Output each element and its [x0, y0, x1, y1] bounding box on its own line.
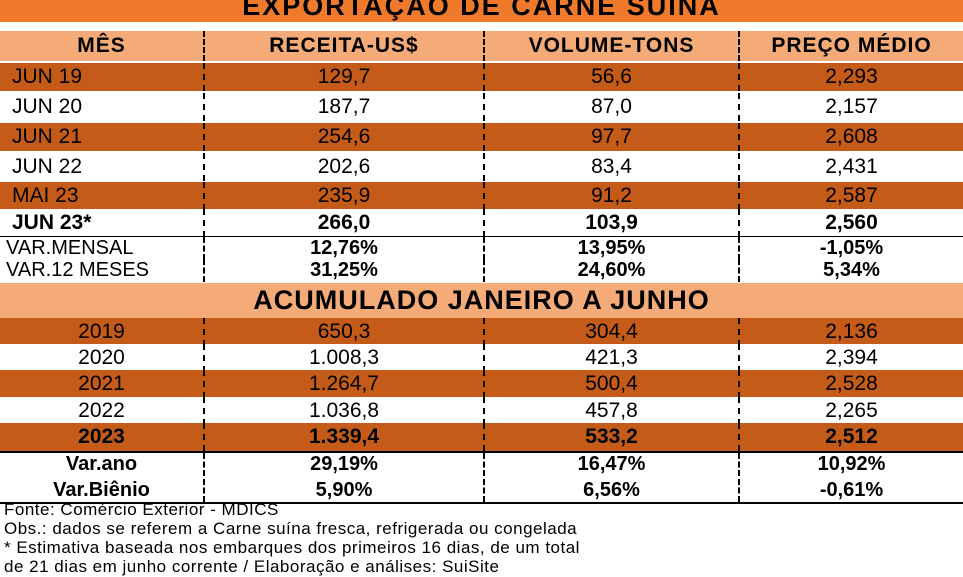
footer-source: Fonte: Comércio Exterior - MDICS	[4, 500, 279, 519]
row-revenue: 266,0	[203, 209, 483, 237]
row-revenue: 1.036,8	[203, 397, 483, 425]
var-row: Var.Biênio 5,90% 6,56% -0,61%	[0, 479, 963, 502]
row-volume: 533,2	[483, 423, 738, 451]
row-revenue: 1.339,4	[203, 423, 483, 451]
table-row: JUN 20 187,7 87,0 2,157	[0, 93, 963, 121]
var-label: Var.Biênio	[53, 479, 150, 501]
row-revenue: 202,6	[203, 153, 483, 181]
row-revenue: 129,7	[203, 63, 483, 91]
row-month: JUN 23*	[12, 211, 92, 234]
table-row: MAI 23 235,9 91,2 2,587	[0, 182, 963, 210]
header-avg-price: PREÇO MÉDIO	[738, 31, 963, 61]
var-label: VAR.MENSAL	[6, 237, 134, 259]
header-volume: VOLUME-TONS	[483, 31, 738, 61]
var-label: Var.ano	[65, 453, 138, 475]
row-volume: 91,2	[483, 182, 738, 210]
row-month: JUN 19	[12, 65, 83, 88]
row-volume: 83,4	[483, 153, 738, 181]
row-year: 2019	[78, 320, 125, 343]
row-volume: 97,7	[483, 123, 738, 151]
row-year: 2021	[78, 372, 125, 395]
table-row: JUN 21 254,6 97,7 2,608	[0, 123, 963, 151]
row-revenue: 650,3	[203, 318, 483, 346]
table-row: 2022 1.036,8 457,8 2,265	[0, 397, 963, 425]
row-price: 2,528	[738, 370, 963, 398]
header-row: MÊS RECEITA-US$ VOLUME-TONS PREÇO MÉDIO	[0, 31, 963, 61]
header-month: MÊS	[77, 34, 126, 57]
row-year: 2022	[78, 399, 125, 422]
row-volume: 500,4	[483, 370, 738, 398]
row-volume: 457,8	[483, 397, 738, 425]
row-month: MAI 23	[12, 184, 79, 207]
row-volume: 421,3	[483, 344, 738, 372]
table-row: 2019 650,3 304,4 2,136	[0, 318, 963, 346]
var-label: VAR.12 MESES	[6, 259, 150, 281]
var-row: VAR.MENSAL 12,76% 13,95% -1,05%	[0, 237, 963, 260]
var-volume: 16,47%	[483, 453, 738, 476]
footer-note: * Estimativa baseada nos embarques dos p…	[4, 538, 580, 557]
row-revenue: 187,7	[203, 93, 483, 121]
footer-note: de 21 dias em junho corrente / Elaboraçã…	[4, 557, 500, 576]
table-row-current: 2023 1.339,4 533,2 2,512	[0, 423, 963, 451]
var-revenue: 5,90%	[203, 479, 483, 502]
var-price: -1,05%	[738, 237, 963, 260]
var-volume: 24,60%	[483, 259, 738, 282]
footer-obs: Obs.: dados se referem a Carne suína fre…	[4, 519, 578, 538]
header-revenue: RECEITA-US$	[203, 31, 483, 61]
row-price: 2,512	[738, 423, 963, 451]
row-price: 2,608	[738, 123, 963, 151]
divider	[0, 451, 963, 453]
row-price: 2,431	[738, 153, 963, 181]
table-title: EXPORTAÇÃO DE CARNE SUÍNA	[0, 0, 963, 22]
var-price: 10,92%	[738, 453, 963, 476]
var-revenue: 29,19%	[203, 453, 483, 476]
row-month: JUN 20	[12, 95, 83, 118]
row-revenue: 1.264,7	[203, 370, 483, 398]
row-price: 2,265	[738, 397, 963, 425]
row-month: JUN 21	[12, 125, 83, 148]
row-year: 2020	[78, 346, 125, 369]
table-row: 2021 1.264,7 500,4 2,528	[0, 370, 963, 398]
divider	[0, 502, 963, 504]
var-revenue: 31,25%	[203, 259, 483, 282]
row-price: 2,587	[738, 182, 963, 210]
var-volume: 13,95%	[483, 237, 738, 260]
table-row-current: JUN 23* 266,0 103,9 2,560	[0, 209, 963, 237]
var-volume: 6,56%	[483, 479, 738, 502]
row-volume: 103,9	[483, 209, 738, 237]
section-title: ACUMULADO JANEIRO A JUNHO	[0, 283, 963, 318]
var-row: Var.ano 29,19% 16,47% 10,92%	[0, 453, 963, 476]
table-row: JUN 22 202,6 83,4 2,431	[0, 153, 963, 181]
var-price: -0,61%	[738, 479, 963, 502]
table-row: JUN 19 129,7 56,6 2,293	[0, 63, 963, 91]
row-price: 2,157	[738, 93, 963, 121]
var-price: 5,34%	[738, 259, 963, 282]
row-price: 2,293	[738, 63, 963, 91]
var-row: VAR.12 MESES 31,25% 24,60% 5,34%	[0, 259, 963, 282]
var-revenue: 12,76%	[203, 237, 483, 260]
row-price: 2,394	[738, 344, 963, 372]
row-price: 2,560	[738, 209, 963, 237]
row-revenue: 235,9	[203, 182, 483, 210]
row-revenue: 254,6	[203, 123, 483, 151]
row-volume: 304,4	[483, 318, 738, 346]
row-volume: 56,6	[483, 63, 738, 91]
row-price: 2,136	[738, 318, 963, 346]
row-month: JUN 22	[12, 155, 83, 178]
table-row: 2020 1.008,3 421,3 2,394	[0, 344, 963, 372]
row-revenue: 1.008,3	[203, 344, 483, 372]
row-year: 2023	[78, 425, 125, 448]
row-volume: 87,0	[483, 93, 738, 121]
